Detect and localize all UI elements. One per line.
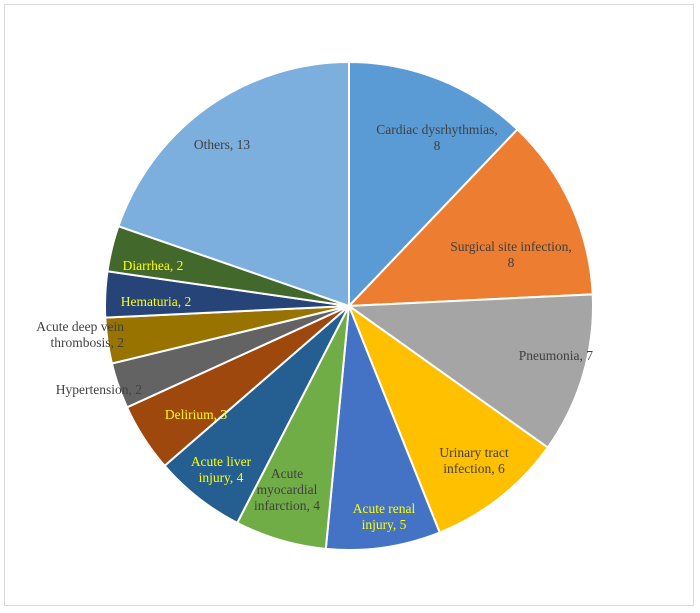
- data-label-urinary-tract-infection: Urinary tract infection, 6: [439, 445, 509, 476]
- data-label-diarrhea: Diarrhea, 2: [123, 258, 184, 273]
- pie-slice-pneumonia: [348, 293, 594, 449]
- data-label-hypertension: Hypertension, 2: [56, 382, 142, 397]
- data-label-others: Others, 13: [194, 137, 250, 152]
- pie-slice-acute-renal-injury: [324, 305, 441, 551]
- pie-slice-cardiac-dysrhythmias: [348, 61, 519, 307]
- data-label-surgical-site-infection: Surgical site infection, 8: [450, 239, 572, 270]
- data-label-delirium: Delirium, 3: [165, 407, 227, 422]
- pie-slice-surgical-site-infection: [348, 128, 594, 307]
- pie-slice-urinary-tract-infection: [348, 305, 549, 534]
- data-label-acute-liver-injury: Acute liver injury, 4: [191, 454, 252, 485]
- data-label-pneumonia: Pneumonia, 7: [519, 348, 593, 363]
- data-label-cardiac-dysrhythmias: Cardiac dysrhythmias, 8: [376, 122, 497, 153]
- data-label-acute-renal-injury: Acute renal injury, 5: [353, 501, 416, 532]
- data-label-acute-myocardial-infarction: Acute myocardial infarction, 4: [254, 466, 320, 513]
- data-label-hematuria: Hematuria, 2: [121, 294, 191, 309]
- pie-slice-others: [117, 61, 350, 307]
- data-label-acute-deep-vein-thrombosis: Acute deep vein thrombosis, 2: [36, 319, 124, 350]
